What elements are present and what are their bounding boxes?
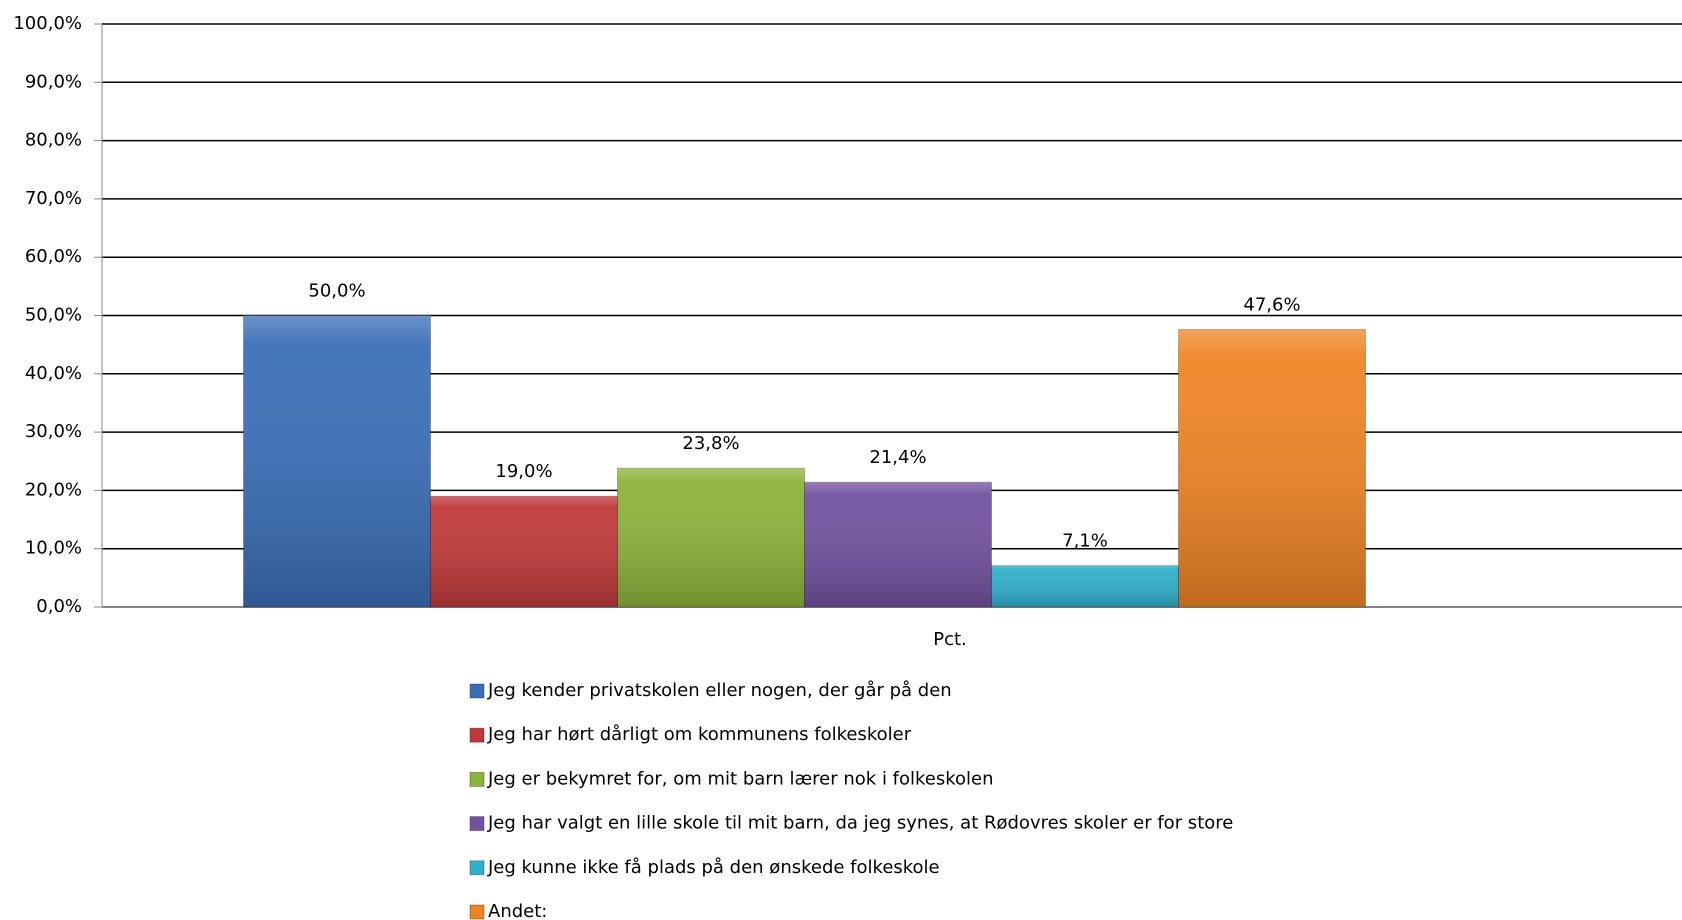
- legend-swatch: [469, 816, 485, 832]
- data-label: 7,1%: [1062, 531, 1108, 552]
- bar-shade: [1178, 329, 1366, 607]
- legend-swatch: [469, 683, 485, 699]
- y-tick-label: 0,0%: [36, 596, 82, 617]
- legend-swatch: [469, 904, 485, 920]
- data-label: 23,8%: [682, 433, 739, 454]
- y-tick-label: 10,0%: [25, 538, 82, 559]
- legend-label: Jeg er bekymret for, om mit barn lærer n…: [487, 768, 994, 789]
- bar-shade: [430, 496, 618, 607]
- legend-label: Jeg har valgt en lille skole til mit bar…: [487, 813, 1233, 834]
- legend-label: Andet:: [488, 901, 547, 920]
- bar-shade: [617, 468, 805, 607]
- legend-swatch: [469, 771, 485, 787]
- legend-label: Jeg har hørt dårligt om kommunens folkes…: [487, 724, 912, 745]
- data-label: 21,4%: [869, 447, 926, 468]
- legend-swatch: [469, 727, 485, 743]
- data-label: 19,0%: [495, 461, 552, 482]
- legend-swatch: [469, 860, 485, 876]
- y-tick-label: 80,0%: [25, 130, 82, 151]
- data-label: 47,6%: [1243, 294, 1300, 315]
- x-tick-label: Pct.: [933, 629, 967, 650]
- y-tick-label: 60,0%: [25, 246, 82, 267]
- data-label: 50,0%: [308, 281, 365, 302]
- y-tick-label: 50,0%: [25, 305, 82, 326]
- legend-label: Jeg kunne ikke få plads på den ønskede f…: [487, 857, 940, 878]
- y-tick-label: 30,0%: [25, 421, 82, 442]
- y-tick-label: 40,0%: [25, 363, 82, 384]
- bar-shade: [804, 482, 992, 607]
- y-tick-label: 100,0%: [13, 13, 82, 34]
- bar-shade: [243, 315, 431, 607]
- legend-label: Jeg kender privatskolen eller nogen, der…: [487, 680, 952, 701]
- y-tick-label: 70,0%: [25, 188, 82, 209]
- y-tick-label: 20,0%: [25, 479, 82, 500]
- bar-shade: [991, 565, 1179, 607]
- y-tick-label: 90,0%: [25, 71, 82, 92]
